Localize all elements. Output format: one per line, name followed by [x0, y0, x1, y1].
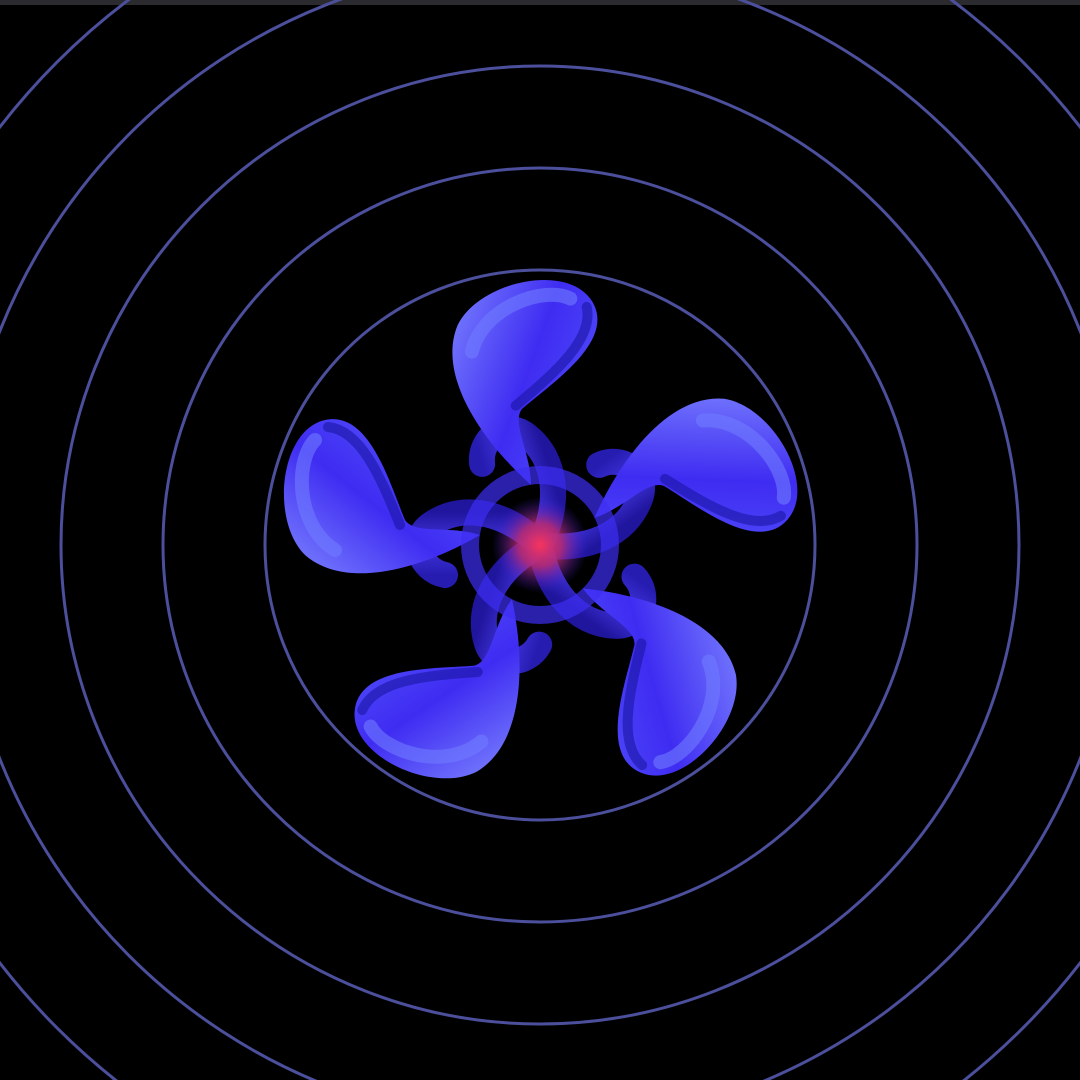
petal-highlight — [363, 719, 489, 764]
petal-fold-shadow — [622, 638, 648, 771]
petal-highlight — [695, 413, 791, 505]
petal-fold-shadow — [660, 473, 786, 527]
petal-highlight — [464, 287, 578, 359]
inner-ring — [461, 466, 619, 624]
flower-petals — [284, 280, 798, 779]
ring-1 — [263, 268, 817, 822]
petal-fold-shadow — [323, 422, 405, 530]
ring-2 — [161, 166, 919, 924]
petal-fold-shadow — [357, 666, 483, 716]
flower-core — [492, 497, 588, 593]
ring-3 — [59, 64, 1021, 1026]
petal-lobe — [284, 419, 480, 574]
petal-highlight — [294, 433, 342, 557]
petal-highlight — [653, 654, 721, 770]
petal-lobe — [354, 598, 520, 779]
petal-fold-shadow — [510, 301, 593, 411]
window-top-bar — [0, 0, 1080, 5]
